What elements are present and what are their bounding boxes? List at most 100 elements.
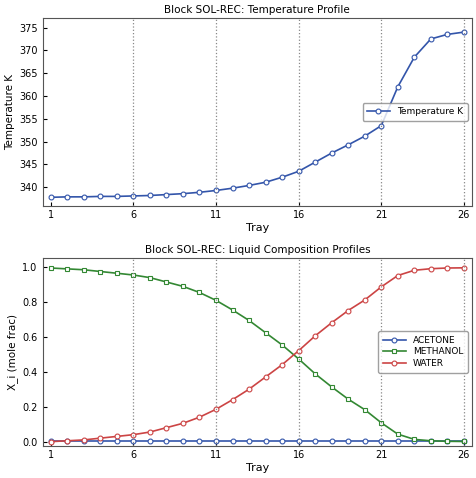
Temperature K <box>147 193 152 198</box>
WATER <box>295 348 301 354</box>
ACETONE <box>427 439 433 445</box>
Temperature K <box>130 193 136 199</box>
ACETONE <box>147 439 152 445</box>
Temperature K <box>361 133 367 139</box>
METHANOL <box>262 330 268 336</box>
ACETONE <box>411 439 416 445</box>
Line: Temperature K: Temperature K <box>48 30 466 200</box>
METHANOL <box>345 396 350 402</box>
WATER <box>130 432 136 437</box>
ACETONE <box>394 439 400 445</box>
Temperature K <box>48 195 53 200</box>
ACETONE <box>196 439 202 445</box>
Temperature K <box>460 29 466 35</box>
WATER <box>312 333 317 339</box>
WATER <box>163 425 169 431</box>
Y-axis label: X_i (mole frac): X_i (mole frac) <box>7 314 18 390</box>
Line: WATER: WATER <box>48 265 466 444</box>
WATER <box>328 320 334 326</box>
WATER <box>147 429 152 435</box>
X-axis label: Tray: Tray <box>245 223 268 233</box>
WATER <box>460 265 466 271</box>
Temperature K <box>394 84 400 90</box>
ACETONE <box>328 439 334 445</box>
WATER <box>180 421 186 426</box>
METHANOL <box>246 317 251 323</box>
Temperature K <box>312 159 317 165</box>
METHANOL <box>411 436 416 442</box>
WATER <box>97 435 103 441</box>
METHANOL <box>229 307 235 313</box>
ACETONE <box>48 439 53 445</box>
WATER <box>246 386 251 392</box>
Temperature K <box>278 174 284 180</box>
WATER <box>411 267 416 273</box>
ACETONE <box>114 439 119 445</box>
METHANOL <box>130 272 136 278</box>
X-axis label: Tray: Tray <box>245 463 268 473</box>
Temperature K <box>427 36 433 42</box>
METHANOL <box>361 407 367 413</box>
METHANOL <box>295 356 301 362</box>
WATER <box>361 297 367 303</box>
ACETONE <box>262 439 268 445</box>
Temperature K <box>262 179 268 185</box>
Temperature K <box>295 168 301 174</box>
ACETONE <box>377 439 383 445</box>
ACETONE <box>295 439 301 445</box>
METHANOL <box>163 279 169 285</box>
Title: Block SOL-REC: Liquid Composition Profiles: Block SOL-REC: Liquid Composition Profil… <box>144 245 369 255</box>
METHANOL <box>180 283 186 289</box>
Temperature K <box>64 194 70 200</box>
ACETONE <box>246 439 251 445</box>
ACETONE <box>361 439 367 445</box>
Legend: Temperature K: Temperature K <box>362 103 466 121</box>
Temperature K <box>81 194 87 200</box>
Y-axis label: Temperature K: Temperature K <box>5 74 15 150</box>
ACETONE <box>64 439 70 445</box>
Temperature K <box>377 123 383 129</box>
METHANOL <box>427 438 433 444</box>
METHANOL <box>312 371 317 377</box>
METHANOL <box>81 267 87 272</box>
METHANOL <box>377 420 383 425</box>
ACETONE <box>180 439 186 445</box>
Temperature K <box>246 183 251 188</box>
ACETONE <box>97 439 103 445</box>
WATER <box>48 439 53 445</box>
ACETONE <box>444 439 449 445</box>
Temperature K <box>163 192 169 197</box>
METHANOL <box>48 265 53 271</box>
WATER <box>262 374 268 380</box>
METHANOL <box>114 271 119 276</box>
WATER <box>444 265 449 271</box>
WATER <box>278 362 284 368</box>
Title: Block SOL-REC: Temperature Profile: Block SOL-REC: Temperature Profile <box>164 5 349 15</box>
Temperature K <box>97 194 103 199</box>
Temperature K <box>180 191 186 196</box>
WATER <box>394 272 400 278</box>
Temperature K <box>213 187 218 193</box>
WATER <box>64 438 70 444</box>
Line: ACETONE: ACETONE <box>48 439 466 444</box>
Temperature K <box>196 189 202 195</box>
Temperature K <box>345 142 350 148</box>
ACETONE <box>460 439 466 445</box>
METHANOL <box>444 438 449 444</box>
Temperature K <box>229 185 235 191</box>
ACETONE <box>278 439 284 445</box>
METHANOL <box>460 439 466 445</box>
WATER <box>377 284 383 290</box>
ACETONE <box>163 439 169 445</box>
METHANOL <box>97 269 103 274</box>
WATER <box>427 266 433 272</box>
ACETONE <box>81 439 87 445</box>
METHANOL <box>147 275 152 281</box>
WATER <box>81 437 87 443</box>
ACETONE <box>229 439 235 445</box>
ACETONE <box>312 439 317 445</box>
Temperature K <box>328 150 334 156</box>
Temperature K <box>444 32 449 37</box>
WATER <box>229 397 235 402</box>
Line: METHANOL: METHANOL <box>48 266 466 444</box>
